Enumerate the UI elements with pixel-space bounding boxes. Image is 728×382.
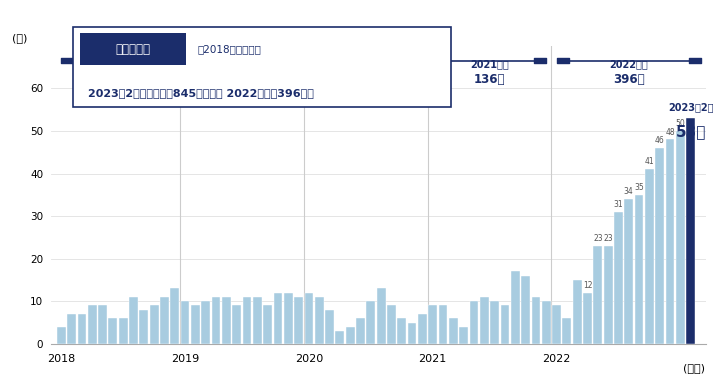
Text: 136件: 136件 [474,73,505,86]
Bar [242,297,251,344]
Bar [140,310,149,344]
Bar [439,306,448,344]
Text: （2018年度以降）: （2018年度以降） [198,44,261,54]
Bar [181,301,189,344]
Bar [274,293,282,344]
Bar [573,280,582,344]
Bar [98,306,107,344]
Bar [583,293,592,344]
Text: 2020年度: 2020年度 [347,59,385,69]
Text: 50: 50 [676,119,685,128]
Bar [428,306,437,344]
Bar [88,306,97,344]
Text: 12: 12 [582,281,593,290]
Text: 2019年度: 2019年度 [223,59,261,69]
Text: 123件: 123件 [226,73,258,86]
Bar [304,293,313,344]
Bar [625,199,633,344]
Bar [77,314,87,344]
Bar [470,301,478,344]
Bar [202,301,210,344]
FancyBboxPatch shape [80,33,186,65]
Text: 396件: 396件 [613,73,644,86]
Bar [294,297,303,344]
Bar [108,318,117,344]
Bar [459,327,468,344]
Text: 2022年度: 2022年度 [609,59,648,69]
Bar [212,297,221,344]
Bar [377,288,386,344]
Bar [67,314,76,344]
Text: 35: 35 [634,183,644,192]
Bar [521,276,530,344]
Bar [284,293,293,344]
Text: 23: 23 [593,234,603,243]
Text: 96件: 96件 [106,73,130,86]
Bar [150,306,159,344]
Bar [676,131,685,344]
Bar [552,306,561,344]
Bar [129,297,138,344]
Bar [665,139,674,344]
Bar [170,288,179,344]
Bar [655,148,664,344]
Bar [336,331,344,344]
Bar [645,169,654,344]
Bar [593,246,602,344]
Text: 31: 31 [614,200,623,209]
Bar [563,318,571,344]
Bar [222,297,231,344]
Bar [490,301,499,344]
Text: (件): (件) [12,33,27,43]
Bar [264,306,272,344]
Text: 23: 23 [604,234,613,243]
Bar [604,246,612,344]
Bar [232,306,241,344]
Bar [191,306,199,344]
Text: 2023年2月までに累計845件（うち 2022年度＝396件）: 2023年2月までに累計845件（うち 2022年度＝396件） [88,87,314,97]
Bar [160,297,169,344]
Text: 94件: 94件 [354,73,377,86]
Text: 48: 48 [665,128,675,136]
Bar [253,297,261,344]
Bar [635,195,644,344]
Bar [57,327,66,344]
Bar [408,322,416,344]
Text: 46: 46 [655,136,665,145]
Bar [356,318,365,344]
Text: 物価高倒産: 物価高倒産 [116,43,151,56]
Bar [542,301,550,344]
Text: 53件: 53件 [676,125,706,139]
Bar [397,318,406,344]
FancyBboxPatch shape [73,27,451,107]
Bar [418,314,427,344]
Text: 2018年度: 2018年度 [98,59,138,69]
Bar [531,297,540,344]
Bar [511,272,520,344]
Bar [614,212,623,344]
Bar [314,297,324,344]
Text: 2021年度: 2021年度 [470,59,509,69]
Bar [687,118,695,344]
Bar [501,306,510,344]
Bar [480,297,488,344]
Bar [119,318,127,344]
Text: (年度): (年度) [683,363,705,373]
Bar [325,310,334,344]
Bar [387,306,396,344]
Bar [366,301,375,344]
Bar [449,318,458,344]
Text: 34: 34 [624,187,633,196]
Bar [346,327,355,344]
Text: 41: 41 [644,157,654,166]
Text: 2023年2月: 2023年2月 [668,102,713,112]
